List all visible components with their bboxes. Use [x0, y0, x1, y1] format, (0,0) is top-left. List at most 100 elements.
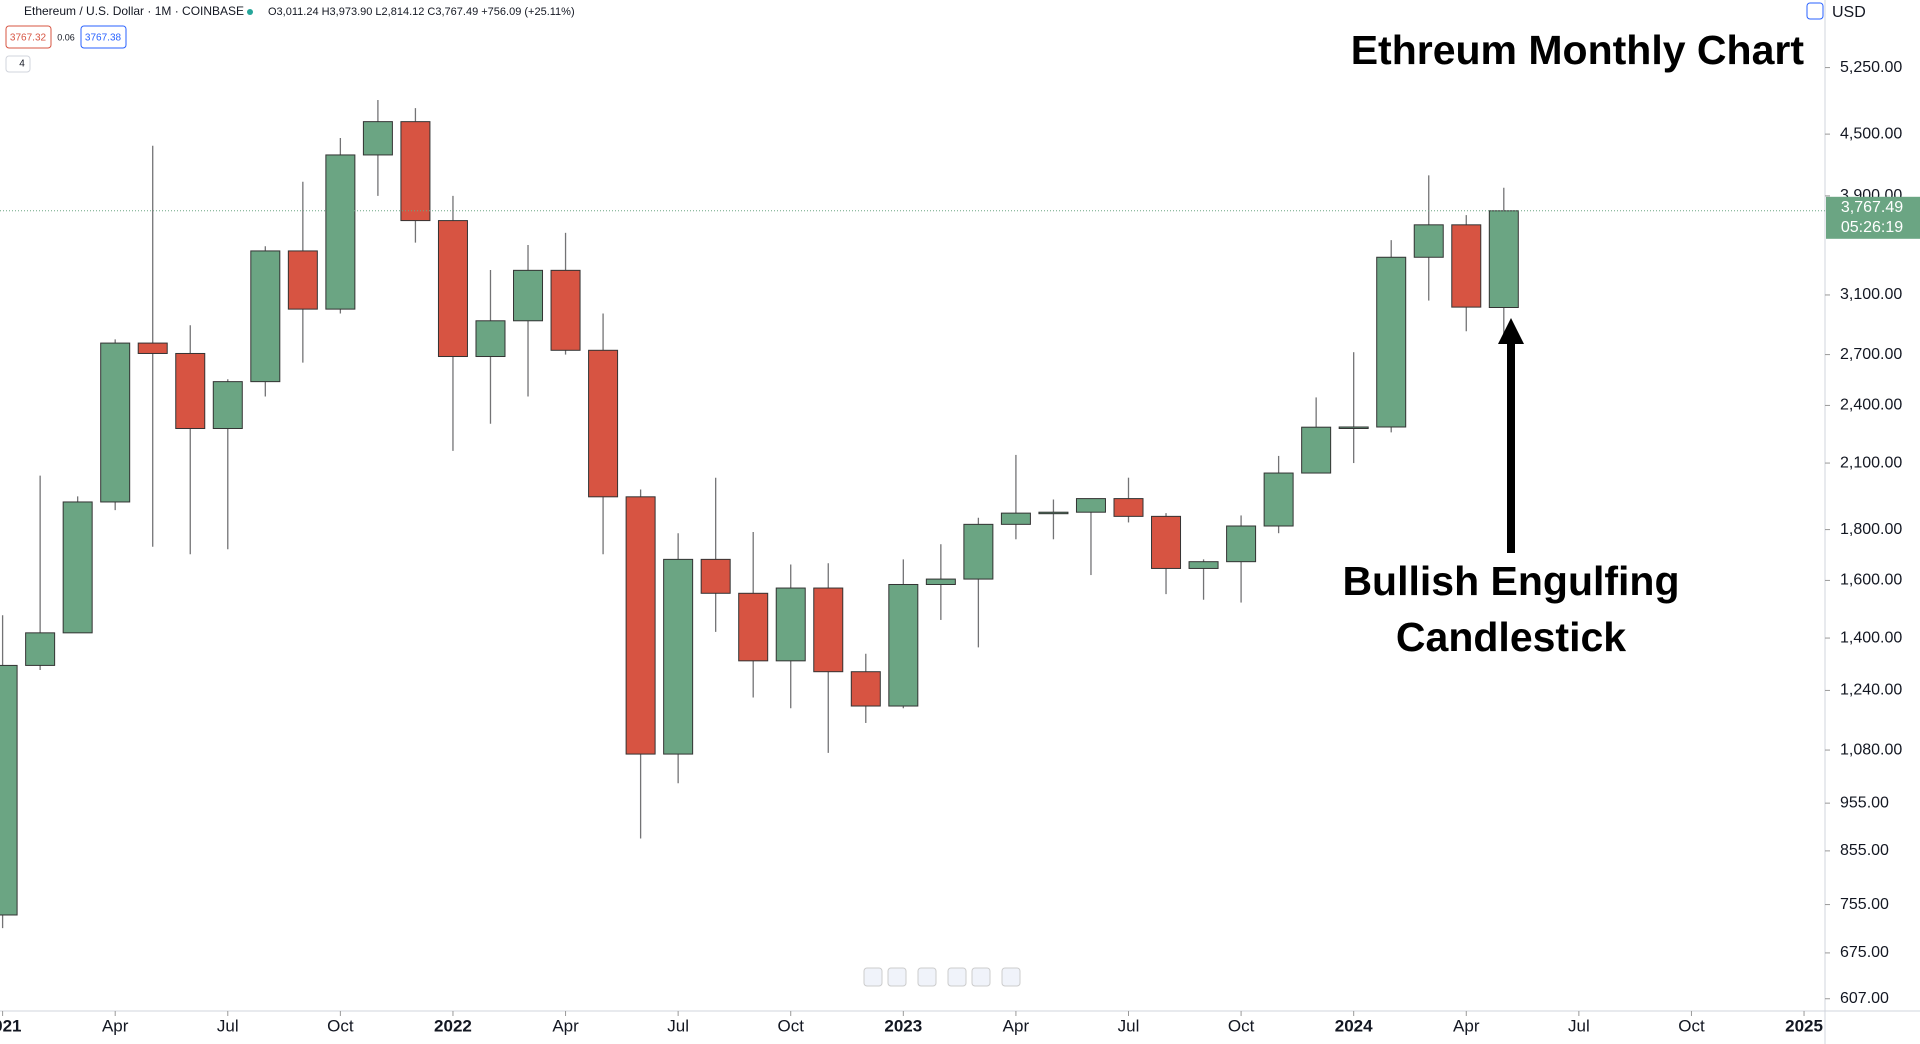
annotation: Candlestick [1396, 614, 1626, 660]
candle-body [25, 632, 56, 666]
candle-body [475, 320, 506, 358]
y-tick-label: 755.00 [1840, 896, 1889, 913]
x-tick-label: Oct [1228, 1016, 1255, 1035]
ohlc: O3,011.24 H3,973.90 L2,814.12 C3,767.49 … [268, 6, 575, 18]
spread: 0.06 [57, 32, 75, 42]
candle-body [850, 671, 881, 707]
x-tick-label: 2022 [434, 1016, 472, 1035]
candle-body [1075, 498, 1106, 513]
lock-button[interactable] [1806, 2, 1824, 20]
candle-body [137, 342, 168, 354]
x-tick-label: Oct [327, 1016, 354, 1035]
candle-body [362, 121, 393, 156]
candle-body [325, 154, 356, 310]
symbol: Ethereum / U.S. Dollar · 1M · COINBASE [24, 4, 244, 18]
bid-box [5, 25, 52, 49]
candle-body [400, 121, 431, 222]
candle-body [963, 523, 994, 580]
x-tick-label: Jul [217, 1016, 239, 1035]
y-tick-label: 607.00 [1840, 990, 1889, 1007]
zoom-out[interactable] [863, 967, 883, 987]
candle-body [550, 269, 581, 351]
ask: 3767.38 [85, 33, 122, 44]
candle-body [212, 381, 243, 430]
candle-body [1226, 525, 1257, 563]
scroll-right[interactable] [971, 967, 991, 987]
y-tick-label: 4,500.00 [1840, 125, 1902, 142]
candle-body [588, 349, 619, 498]
candle-body [1151, 515, 1182, 569]
indicators: 4 [19, 59, 25, 70]
x-tick-label: Jul [1568, 1016, 1590, 1035]
y-tick-label: 675.00 [1840, 944, 1889, 961]
zoom-in[interactable] [887, 967, 907, 987]
annotation: Bullish Engulfing [1342, 558, 1679, 604]
y-tick-label: 5,250.00 [1840, 59, 1902, 76]
candle-body [513, 269, 544, 322]
y-tick-label: 1,800.00 [1840, 521, 1902, 538]
x-tick-label: 2025 [1785, 1016, 1823, 1035]
x-tick-label: 2021 [0, 1016, 22, 1035]
candle-body [1338, 426, 1369, 429]
candle-body [625, 496, 656, 755]
scroll-left[interactable] [947, 967, 967, 987]
candle-body [1113, 498, 1144, 517]
candle-body [250, 250, 281, 383]
y-tick-label: 1,240.00 [1840, 682, 1902, 699]
countdown: 05:26:19 [1841, 219, 1903, 236]
candle-body [813, 587, 844, 673]
x-tick-label: Jul [667, 1016, 689, 1035]
zoom-toolbar [863, 967, 1021, 987]
x-tick-label: 2024 [1335, 1016, 1373, 1035]
candle-body [0, 664, 18, 916]
x-tick-label: Apr [102, 1016, 129, 1035]
y-tick-label: 1,080.00 [1840, 741, 1902, 758]
candle-body [738, 592, 769, 662]
candle-body [775, 587, 806, 662]
x-tick-label: Apr [1453, 1016, 1480, 1035]
candle-body [287, 250, 318, 310]
y-tick-label: 955.00 [1840, 794, 1889, 811]
candle-body [437, 220, 468, 358]
indicators-box[interactable] [5, 55, 31, 73]
x-tick-label: Apr [1003, 1016, 1030, 1035]
candle-body [1488, 210, 1519, 309]
x-tick-label: Jul [1118, 1016, 1140, 1035]
candle-body [700, 558, 731, 594]
candle-body [175, 352, 206, 430]
y-tick-label: 2,100.00 [1840, 454, 1902, 471]
y-tick-label: 1,400.00 [1840, 629, 1902, 646]
chart-title: Ethreum Monthly Chart [1351, 27, 1805, 73]
x-tick-label: 2023 [884, 1016, 922, 1035]
y-tick-label: 855.00 [1840, 842, 1889, 859]
y-tick-label: 3,100.00 [1840, 286, 1902, 303]
candle-body [1451, 224, 1482, 308]
last-price-label: 3,767.49 [1841, 199, 1903, 216]
candle-body [925, 578, 956, 585]
arrow-head [1498, 318, 1524, 344]
bid: 3767.32 [10, 33, 47, 44]
candle-body [1000, 512, 1031, 525]
candle-body [1038, 511, 1069, 515]
candle-body [1413, 224, 1444, 258]
candle-body [663, 558, 694, 755]
status-dot [247, 9, 253, 15]
candle-body [1376, 256, 1407, 428]
candle-body [1301, 426, 1332, 474]
candle-body [888, 583, 919, 707]
last-price-box [1826, 196, 1920, 239]
x-tick-label: Oct [1678, 1016, 1705, 1035]
x-tick-label: Oct [778, 1016, 805, 1035]
candle-body [100, 342, 131, 503]
reset-scale[interactable] [917, 967, 937, 987]
x-tick-label: Apr [552, 1016, 579, 1035]
ask-box [80, 25, 127, 49]
currency: USD [1832, 4, 1866, 21]
y-tick-label: 1,600.00 [1840, 572, 1902, 589]
candle-body [1263, 472, 1294, 527]
reset[interactable] [1001, 967, 1021, 987]
y-tick-label: 2,400.00 [1840, 397, 1902, 414]
